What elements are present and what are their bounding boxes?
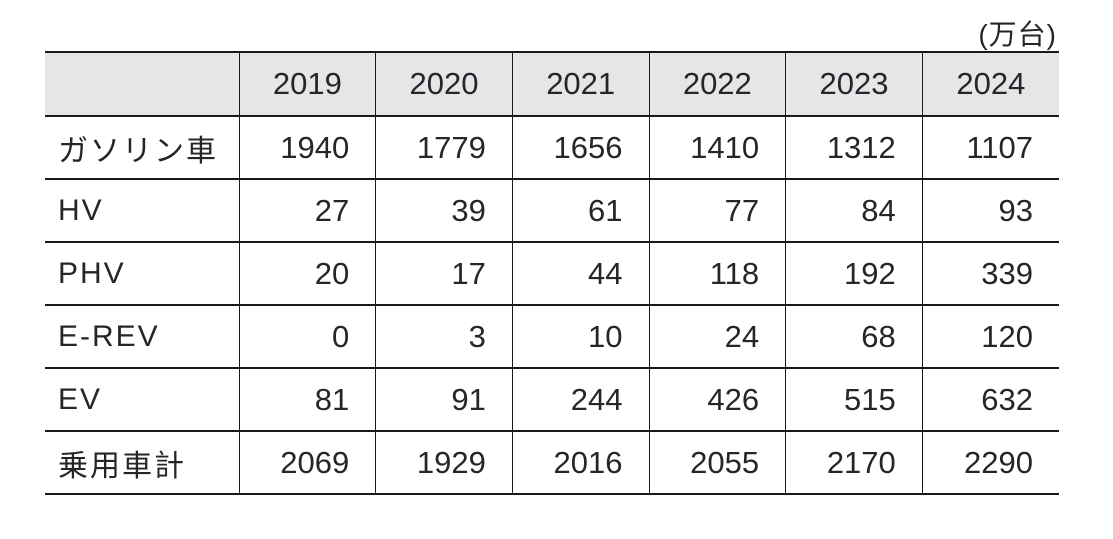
value-cell: 2290 — [921, 431, 1059, 494]
value-cell: 2055 — [648, 431, 786, 494]
header-row: 2019 2020 2021 2022 2023 2024 — [45, 52, 1059, 116]
row-label-cell: E-REV — [58, 319, 160, 353]
value-cell: 1929 — [375, 431, 513, 494]
value-cell: 426 — [648, 368, 786, 431]
value-cell: 192 — [785, 242, 923, 305]
value-cell: 39 — [375, 179, 513, 242]
value-cell: 1312 — [785, 116, 923, 179]
table-row-phv: PHV 20 17 44 118 192 339 — [45, 242, 1059, 305]
value-cell: 27 — [238, 179, 376, 242]
value-cell: 1656 — [511, 116, 649, 179]
year-header-cell: 2021 — [511, 52, 649, 116]
table-row-hv: HV 27 39 61 77 84 93 — [45, 179, 1059, 242]
value-cell: 2016 — [511, 431, 649, 494]
table-row-erev: E-REV 0 3 10 24 68 120 — [45, 305, 1059, 368]
year-header-cell: 2019 — [238, 52, 376, 116]
row-label-cell: EV — [58, 382, 103, 416]
table-row-total: 乗用車計 2069 1929 2016 2055 2170 2290 — [45, 431, 1059, 494]
value-cell: 339 — [921, 242, 1059, 305]
row-label-cell: PHV — [58, 256, 126, 290]
value-cell: 120 — [921, 305, 1059, 368]
value-cell: 515 — [785, 368, 923, 431]
row-label-cell: 乗用車計 — [58, 449, 186, 483]
value-cell: 632 — [921, 368, 1059, 431]
year-header-cell: 2020 — [375, 52, 513, 116]
value-cell: 1779 — [375, 116, 513, 179]
value-cell: 81 — [238, 368, 376, 431]
value-cell: 244 — [511, 368, 649, 431]
value-cell: 0 — [238, 305, 376, 368]
table-body: ガソリン車 1940 1779 1656 1410 1312 1107 HV 2… — [45, 116, 1059, 494]
value-cell: 10 — [511, 305, 649, 368]
value-cell: 2069 — [238, 431, 376, 494]
value-cell: 68 — [785, 305, 923, 368]
value-cell: 1940 — [238, 116, 376, 179]
unit-label: (万台) — [978, 19, 1057, 50]
year-header-cell: 2023 — [785, 52, 923, 116]
year-header-cell: 2024 — [921, 52, 1059, 116]
value-cell: 20 — [238, 242, 376, 305]
value-cell: 84 — [785, 179, 923, 242]
vehicle-sales-table: 2019 2020 2021 2022 2023 2024 ガソリン車 1940… — [45, 51, 1059, 495]
value-cell: 2170 — [785, 431, 923, 494]
table-header: 2019 2020 2021 2022 2023 2024 — [45, 52, 1059, 116]
year-header-cell: 2022 — [648, 52, 786, 116]
value-cell: 17 — [375, 242, 513, 305]
value-cell: 3 — [375, 305, 513, 368]
value-cell: 61 — [511, 179, 649, 242]
table-row-ev: EV 81 91 244 426 515 632 — [45, 368, 1059, 431]
value-cell: 77 — [648, 179, 786, 242]
corner-cell — [45, 52, 239, 116]
value-cell: 118 — [648, 242, 786, 305]
value-cell: 91 — [375, 368, 513, 431]
row-label-cell: ガソリン車 — [58, 134, 218, 168]
value-cell: 44 — [511, 242, 649, 305]
table-row-gasoline: ガソリン車 1940 1779 1656 1410 1312 1107 — [45, 116, 1059, 179]
value-cell: 1107 — [921, 116, 1059, 179]
row-label-cell: HV — [58, 193, 104, 227]
value-cell: 24 — [648, 305, 786, 368]
value-cell: 93 — [921, 179, 1059, 242]
value-cell: 1410 — [648, 116, 786, 179]
